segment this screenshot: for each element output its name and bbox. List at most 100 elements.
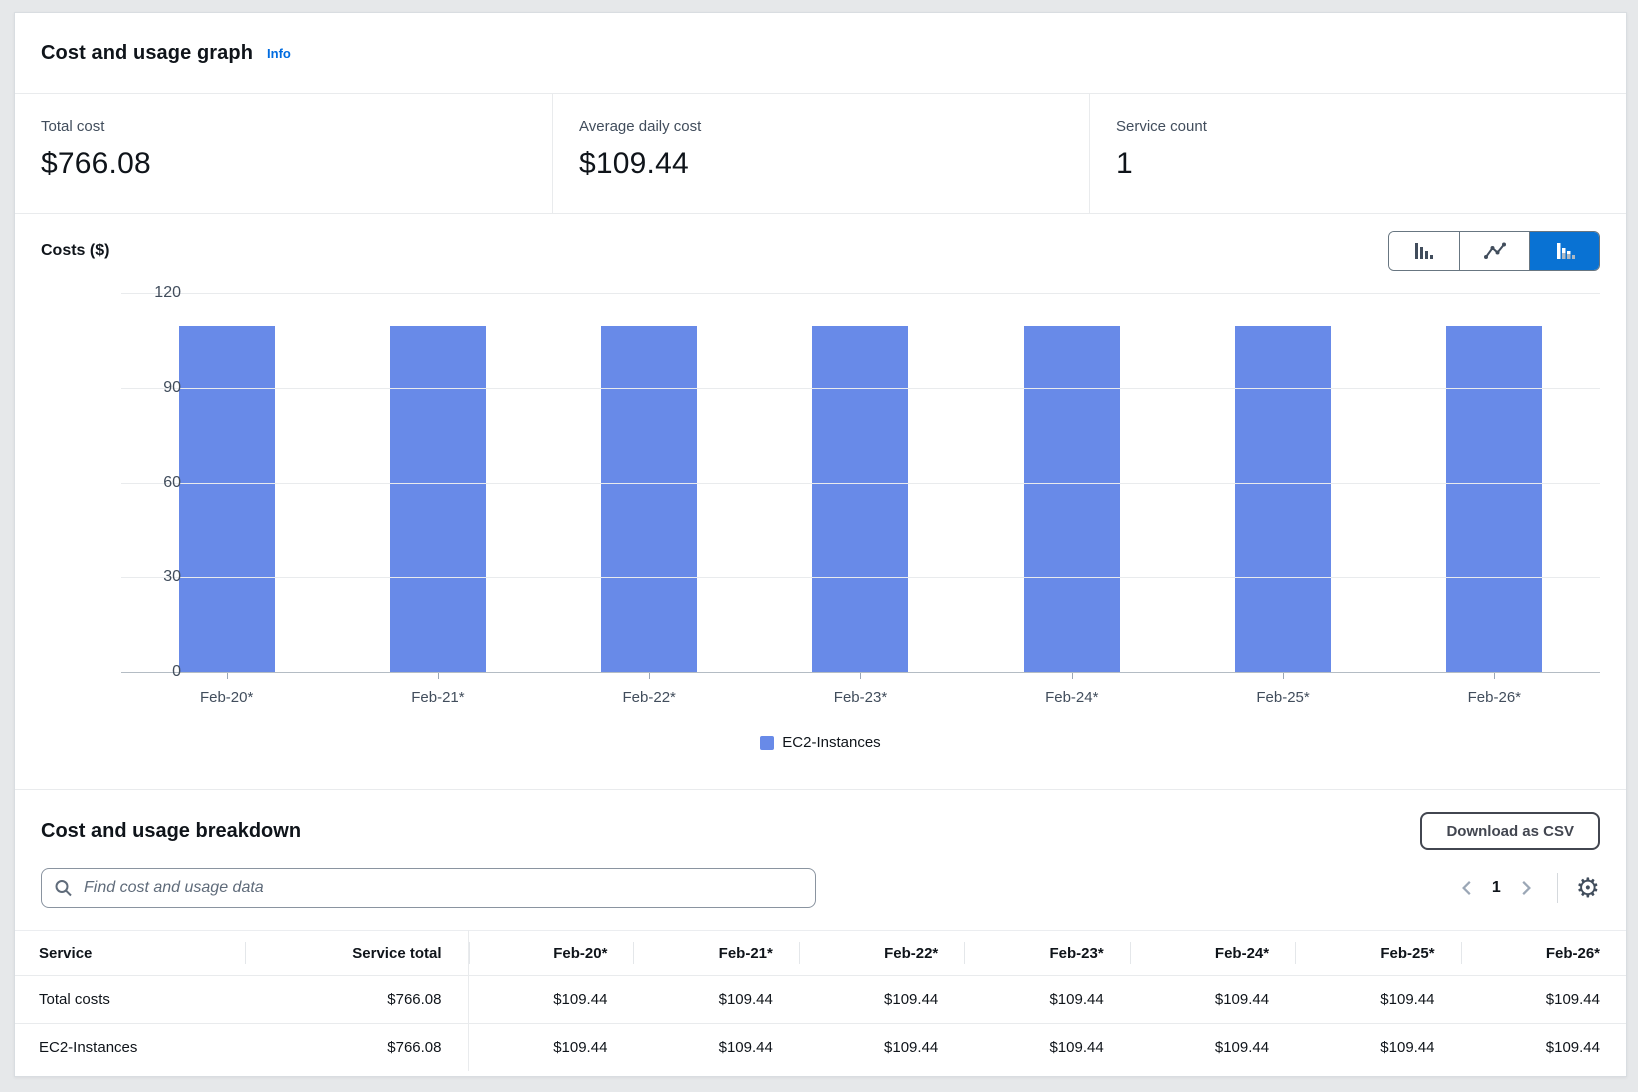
breakdown-section: Cost and usage breakdown Download as CSV [15, 789, 1626, 1071]
search-input[interactable] [41, 868, 816, 908]
divider [1556, 873, 1558, 903]
bar-Feb-20*[interactable] [178, 326, 275, 672]
chart-title: Costs ($) [41, 242, 110, 259]
bar-chart-icon [1412, 240, 1436, 262]
plot-area: 120 90 60 30 0 [121, 284, 1600, 680]
gridline-90 [121, 387, 1600, 389]
bar-chart-toggle-button[interactable] [1389, 232, 1459, 270]
cost-value-cell: $109.44 [1129, 1023, 1296, 1071]
x-axis-label: Feb-23* [833, 689, 888, 706]
search-icon [54, 879, 73, 898]
bar-slot [1177, 293, 1388, 679]
column-header-feb-21-: Feb-21* [633, 931, 798, 976]
gridline-120 [121, 293, 1600, 294]
card-header: Cost and usage graph Info [15, 13, 1626, 94]
cost-explorer-card: Cost and usage graph Info Total cost $76… [14, 12, 1627, 1077]
y-axis-tick-label: 30 [163, 568, 181, 586]
cost-value-cell: $109.44 [553, 991, 608, 1008]
x-axis-tick [649, 673, 651, 679]
x-axis-label: Feb-25* [1256, 689, 1310, 706]
legend-swatch [760, 735, 775, 750]
stat-service-count: Service count 1 [1089, 94, 1626, 213]
gridline-30 [121, 577, 1600, 579]
legend-label: EC2-Instances [782, 734, 881, 751]
current-page-number[interactable]: 1 [1491, 879, 1501, 896]
next-page-button[interactable] [1513, 875, 1539, 901]
column-header-feb-24-: Feb-24* [1129, 931, 1295, 976]
bar-chart: 120 90 60 30 0 Feb-20* Feb-21* Feb-22* Feb-23* F… [41, 284, 1600, 706]
bar-Feb-26*[interactable] [1446, 326, 1543, 672]
column-header-feb-20-: Feb-20* [468, 931, 633, 976]
x-axis-tick [1283, 673, 1285, 679]
column-header-service: Service [39, 945, 93, 962]
line-chart-icon [1483, 240, 1507, 262]
download-csv-button[interactable]: Download as CSV [1420, 812, 1600, 850]
x-axis-tick [860, 673, 862, 679]
y-axis-tick-label: 60 [163, 473, 181, 491]
x-axis-label: Feb-21* [411, 689, 465, 706]
stacked-bar-chart-icon [1553, 240, 1577, 262]
stat-average-daily-cost: Average daily cost $109.44 [552, 94, 1089, 213]
stat-value: $109.44 [579, 147, 689, 180]
column-header-feb-26-: Feb-26* [1460, 931, 1626, 976]
settings-gear-icon[interactable]: ⚙ [1575, 872, 1600, 903]
stat-value: $766.08 [41, 147, 151, 180]
bar-slot [121, 293, 332, 679]
summary-stats: Total cost $766.08 Average daily cost $1… [15, 94, 1626, 214]
bar-slot [332, 293, 543, 679]
x-axis-labels: Feb-20* Feb-21* Feb-22* Feb-23* Feb-24* Feb-2… [121, 689, 1600, 706]
cost-value-cell: $109.44 [884, 991, 939, 1008]
column-header-feb-25-: Feb-25* [1295, 931, 1460, 976]
chart-section: Costs ($) [15, 214, 1626, 789]
stacked-bar-chart-toggle-button[interactable] [1529, 232, 1599, 270]
table-header: Service Service total Feb-20* Feb-21* Feb-22… [15, 930, 1626, 976]
bar-Feb-24*[interactable] [1023, 326, 1120, 672]
cost-value-cell: $109.44 [718, 991, 773, 1008]
chart-legend: EC2-Instances [41, 734, 1600, 751]
bar-slot [1389, 293, 1600, 679]
y-axis-tick-label: 90 [163, 378, 181, 396]
chart-type-toggle [1388, 231, 1600, 271]
column-header-feb-23-: Feb-23* [964, 931, 1129, 976]
x-axis-tick [1071, 673, 1073, 679]
stat-label: Service count [1116, 118, 1207, 135]
cost-value-cell: $109.44 [1545, 991, 1600, 1008]
cost-value-cell: $109.44 [1295, 1023, 1461, 1071]
bar-Feb-23*[interactable] [812, 326, 909, 672]
cost-value-cell: $766.08 [245, 975, 469, 1024]
pagination: 1 ⚙ [1454, 873, 1600, 903]
cost-value-cell: $766.08 [245, 1023, 469, 1071]
cost-value-cell: $109.44 [1214, 991, 1270, 1008]
bar-Feb-21*[interactable] [389, 326, 486, 672]
column-header-service-total: Service total [245, 930, 469, 976]
bar-Feb-25*[interactable] [1235, 326, 1332, 672]
x-axis-label: Feb-24* [1045, 689, 1099, 706]
stat-label: Average daily cost [579, 118, 702, 135]
legend-item-ec2-instances[interactable]: EC2-Instances [760, 734, 881, 751]
x-axis-label: Feb-22* [622, 689, 676, 706]
bar-slot [544, 293, 755, 679]
x-axis-label: Feb-26* [1467, 689, 1522, 706]
page-title: Cost and usage graph [41, 41, 254, 64]
bar-slot [966, 293, 1177, 679]
stat-label: Total cost [41, 118, 105, 135]
line-chart-toggle-button[interactable] [1459, 232, 1529, 270]
bar-Feb-22*[interactable] [601, 326, 698, 672]
cost-value-cell: $109.44 [1049, 991, 1104, 1008]
x-axis-tick [437, 673, 439, 679]
service-name-cell: Total costs [39, 991, 110, 1008]
y-axis-tick-label: 0 [172, 663, 181, 680]
bar-slot [755, 293, 966, 679]
cost-value-cell: $109.44 [1460, 1023, 1626, 1071]
x-axis-tick [226, 673, 228, 679]
info-link[interactable]: Info [267, 45, 291, 61]
cost-breakdown-table: Service Service total Feb-20* Feb-21* Feb-22… [15, 930, 1626, 1071]
cost-value-cell: $109.44 [468, 1023, 634, 1071]
previous-page-button[interactable] [1454, 875, 1480, 901]
column-header-feb-22-: Feb-22* [798, 931, 964, 976]
cost-value-cell: $109.44 [1380, 991, 1435, 1008]
cost-value-cell: $109.44 [633, 1023, 799, 1071]
x-axis-label: Feb-20* [199, 689, 254, 706]
x-axis-tick [1494, 673, 1496, 679]
table-row: EC2-Instances $766.08 $109.44 $109.44 $109.4… [15, 1023, 1626, 1071]
